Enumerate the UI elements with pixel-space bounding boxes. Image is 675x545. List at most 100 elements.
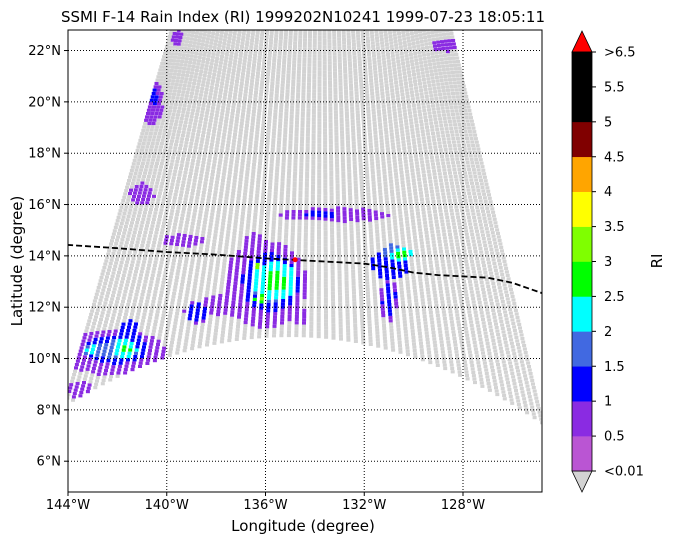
swath-pixel	[245, 301, 250, 305]
swath-pixel	[254, 206, 258, 210]
swath-pixel	[201, 270, 206, 274]
swath-pixel	[130, 312, 134, 316]
swath-pixel	[222, 132, 227, 136]
swath-pixel	[265, 325, 270, 329]
swath-pixel	[438, 330, 443, 334]
swath-pixel	[226, 104, 231, 108]
swath-pixel	[184, 224, 189, 228]
swath-pixel	[164, 264, 169, 268]
swath-pixel	[367, 310, 371, 314]
swath-pixel	[466, 270, 471, 274]
swath-pixel	[166, 258, 171, 262]
swath-pixel	[492, 217, 497, 221]
swath-pixel	[487, 264, 492, 268]
swath-pixel	[168, 248, 172, 252]
swath-pixel	[128, 319, 133, 323]
swath-pixel	[302, 321, 306, 325]
swath-pixel	[468, 283, 473, 287]
swath-pixel	[211, 295, 216, 299]
swath-pixel	[448, 205, 453, 209]
swath-pixel	[470, 327, 475, 331]
swath-pixel	[139, 184, 144, 188]
swath-pixel	[336, 219, 341, 223]
swath-pixel	[376, 103, 381, 107]
swath-pixel	[149, 227, 154, 231]
swath-pixel	[300, 127, 305, 131]
swath-pixel	[345, 127, 350, 132]
swath-pixel	[233, 281, 238, 285]
swath-pixel	[408, 246, 413, 250]
swath-pixel	[84, 329, 89, 333]
swath-pixel	[367, 320, 372, 324]
swath-pixel	[324, 306, 328, 311]
swath-pixel	[234, 268, 239, 273]
swath-pixel	[246, 114, 251, 118]
swath-pixel	[435, 263, 440, 267]
swath-pixel	[386, 290, 391, 294]
swath-pixel	[317, 194, 322, 198]
swath-pixel	[150, 335, 155, 340]
swath-pixel	[111, 339, 116, 343]
swath-pixel	[331, 301, 336, 305]
swath-pixel	[121, 215, 126, 219]
swath-pixel	[484, 338, 489, 342]
swath-pixel	[378, 268, 382, 272]
swath-pixel	[178, 170, 183, 174]
swath-pixel	[241, 211, 245, 215]
swath-pixel	[234, 272, 239, 276]
swath-pixel	[300, 120, 305, 125]
swath-pixel	[401, 140, 406, 144]
swath-pixel	[483, 199, 488, 203]
swath-pixel	[291, 219, 296, 223]
swath-pixel	[293, 162, 298, 166]
swath-pixel	[263, 104, 268, 108]
swath-pixel	[104, 320, 108, 324]
swath-pixel	[453, 174, 458, 178]
swath-pixel	[239, 290, 244, 294]
swath-pixel	[261, 278, 266, 282]
swath-pixel	[364, 259, 368, 263]
swath-pixel	[502, 363, 507, 368]
swath-pixel	[174, 279, 179, 283]
swath-pixel	[420, 204, 425, 208]
swath-pixel	[444, 182, 449, 186]
swath-pixel	[94, 356, 99, 361]
swath-pixel	[375, 338, 380, 342]
swath-pixel	[111, 365, 116, 369]
swath-pixel	[304, 190, 309, 195]
swath-pixel	[215, 110, 220, 114]
swath-pixel	[433, 253, 438, 257]
swath-pixel	[451, 188, 456, 192]
swath-pixel	[469, 256, 474, 260]
swath-pixel	[186, 244, 191, 248]
swath-pixel	[298, 181, 303, 185]
swath-pixel	[400, 180, 405, 184]
swath-pixel	[491, 312, 496, 316]
swath-pixel	[440, 300, 445, 304]
swath-pixel	[482, 361, 487, 365]
swath-pixel	[316, 293, 321, 297]
swath-pixel	[433, 176, 438, 180]
swath-pixel	[336, 209, 341, 213]
swath-pixel	[277, 137, 282, 141]
swath-pixel	[415, 312, 420, 316]
swath-pixel	[365, 281, 370, 285]
swath-pixel	[425, 200, 430, 204]
swath-pixel	[198, 150, 203, 154]
swath-pixel	[453, 229, 458, 233]
swath-pixel	[338, 311, 343, 315]
swath-pixel	[446, 343, 451, 347]
swath-pixel	[411, 134, 416, 138]
swath-pixel	[316, 277, 321, 281]
swath-pixel	[169, 162, 174, 166]
swath-pixel	[452, 143, 457, 148]
swath-pixel	[378, 199, 383, 203]
swath-pixel	[489, 328, 494, 332]
swath-pixel	[189, 264, 194, 268]
swath-pixel	[144, 204, 149, 208]
swath-pixel	[169, 238, 174, 243]
swath-pixel	[329, 195, 334, 199]
swath-pixel	[128, 208, 133, 212]
swath-pixel	[356, 117, 360, 121]
swath-pixel	[463, 286, 468, 290]
